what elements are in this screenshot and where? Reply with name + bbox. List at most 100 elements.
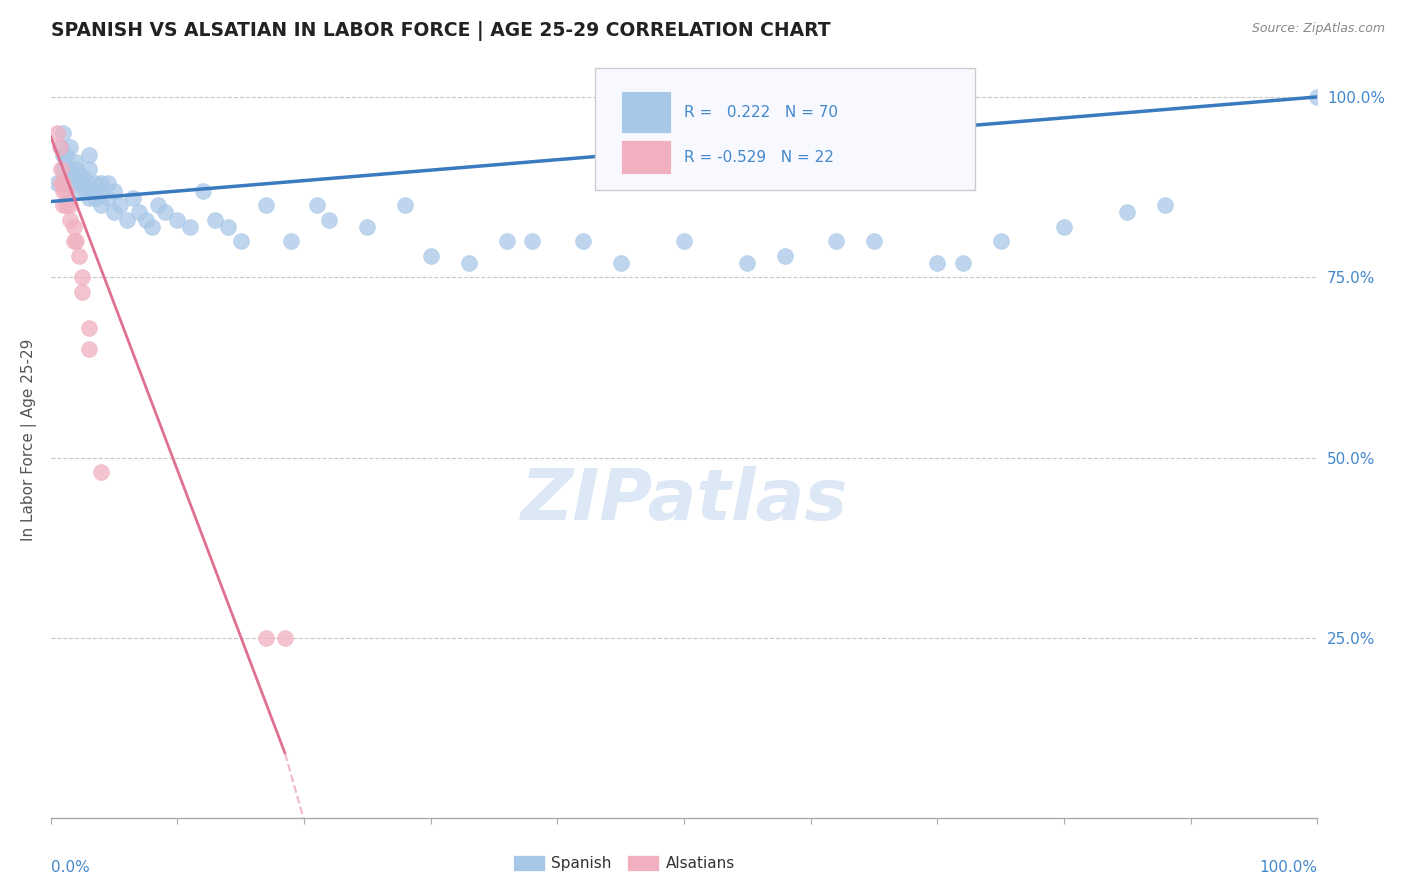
Point (49, 162, 72, 177)
Point (318, 212, 340, 227)
Point (59, 177, 82, 191)
Point (49, 140, 72, 154)
Point (128, 205, 150, 219)
Point (990, 234, 1012, 248)
Point (1154, 198, 1177, 212)
FancyBboxPatch shape (620, 91, 672, 133)
Point (825, 234, 848, 248)
Point (75, 184, 97, 198)
Point (166, 212, 188, 227)
Point (179, 219, 201, 234)
Point (77, 162, 100, 177)
Point (103, 205, 125, 219)
Point (48, 140, 70, 154)
Point (775, 249, 797, 263)
Point (55, 184, 77, 198)
Point (84, 191, 107, 205)
Point (72, 169, 94, 184)
Point (254, 198, 277, 212)
Point (609, 256, 631, 270)
Point (55, 177, 77, 191)
Point (1116, 205, 1139, 219)
Point (254, 631, 277, 645)
Point (135, 212, 157, 227)
Point (927, 256, 949, 270)
Point (952, 256, 974, 270)
Point (62, 184, 84, 198)
Point (59, 212, 82, 227)
Point (59, 162, 82, 177)
Y-axis label: In Labor Force | Age 25-29: In Labor Force | Age 25-29 (21, 338, 37, 541)
Point (153, 205, 176, 219)
FancyBboxPatch shape (620, 140, 672, 175)
Point (737, 256, 759, 270)
Text: 100.0%: 100.0% (1260, 860, 1317, 875)
Point (394, 198, 416, 212)
Point (72, 270, 94, 285)
Point (59, 198, 82, 212)
Point (457, 256, 479, 270)
Text: R = -0.529   N = 22: R = -0.529 N = 22 (685, 150, 834, 164)
Point (67, 249, 90, 263)
Point (84, 177, 107, 191)
Point (90, 465, 112, 479)
Text: Source: ZipAtlas.com: Source: ZipAtlas.com (1251, 22, 1385, 36)
Point (305, 198, 328, 212)
Point (115, 212, 138, 227)
Point (110, 198, 132, 212)
Point (863, 234, 886, 248)
Point (204, 212, 226, 227)
Point (49, 177, 72, 191)
Point (495, 234, 517, 248)
Point (52, 126, 75, 140)
Text: R =   0.222   N = 70: R = 0.222 N = 70 (685, 105, 838, 120)
Text: 0.0%: 0.0% (51, 860, 90, 875)
Point (62, 169, 84, 184)
Point (65, 234, 87, 248)
Point (90, 184, 112, 198)
Point (90, 177, 112, 191)
Text: Alsatians: Alsatians (666, 855, 735, 871)
Point (280, 234, 302, 248)
Point (1053, 219, 1076, 234)
Point (229, 234, 252, 248)
Point (571, 234, 593, 248)
Point (141, 219, 163, 234)
Point (55, 147, 77, 161)
Point (77, 320, 100, 334)
Point (52, 198, 75, 212)
Point (65, 162, 87, 177)
Point (52, 184, 75, 198)
Point (77, 191, 100, 205)
Point (62, 234, 84, 248)
FancyBboxPatch shape (513, 855, 544, 871)
Text: Spanish: Spanish (551, 855, 612, 871)
Point (274, 631, 297, 645)
Point (217, 219, 239, 234)
Point (77, 343, 100, 357)
Point (52, 147, 75, 161)
Point (52, 162, 75, 177)
Point (97, 191, 120, 205)
Point (148, 198, 170, 212)
Point (1306, 90, 1329, 104)
Point (103, 184, 125, 198)
Point (46, 126, 69, 140)
Point (90, 198, 112, 212)
Point (419, 249, 441, 263)
FancyBboxPatch shape (627, 855, 659, 871)
Point (80, 184, 103, 198)
Point (77, 177, 100, 191)
Text: ZIPatlas: ZIPatlas (520, 466, 848, 534)
Point (191, 184, 214, 198)
Point (62, 219, 84, 234)
Point (673, 234, 696, 248)
Point (520, 234, 543, 248)
Point (46, 177, 69, 191)
Point (122, 191, 145, 205)
Text: SPANISH VS ALSATIAN IN LABOR FORCE | AGE 25-29 CORRELATION CHART: SPANISH VS ALSATIAN IN LABOR FORCE | AGE… (51, 21, 831, 41)
Point (65, 177, 87, 191)
Point (72, 177, 94, 191)
Point (55, 198, 77, 212)
Point (72, 285, 94, 299)
